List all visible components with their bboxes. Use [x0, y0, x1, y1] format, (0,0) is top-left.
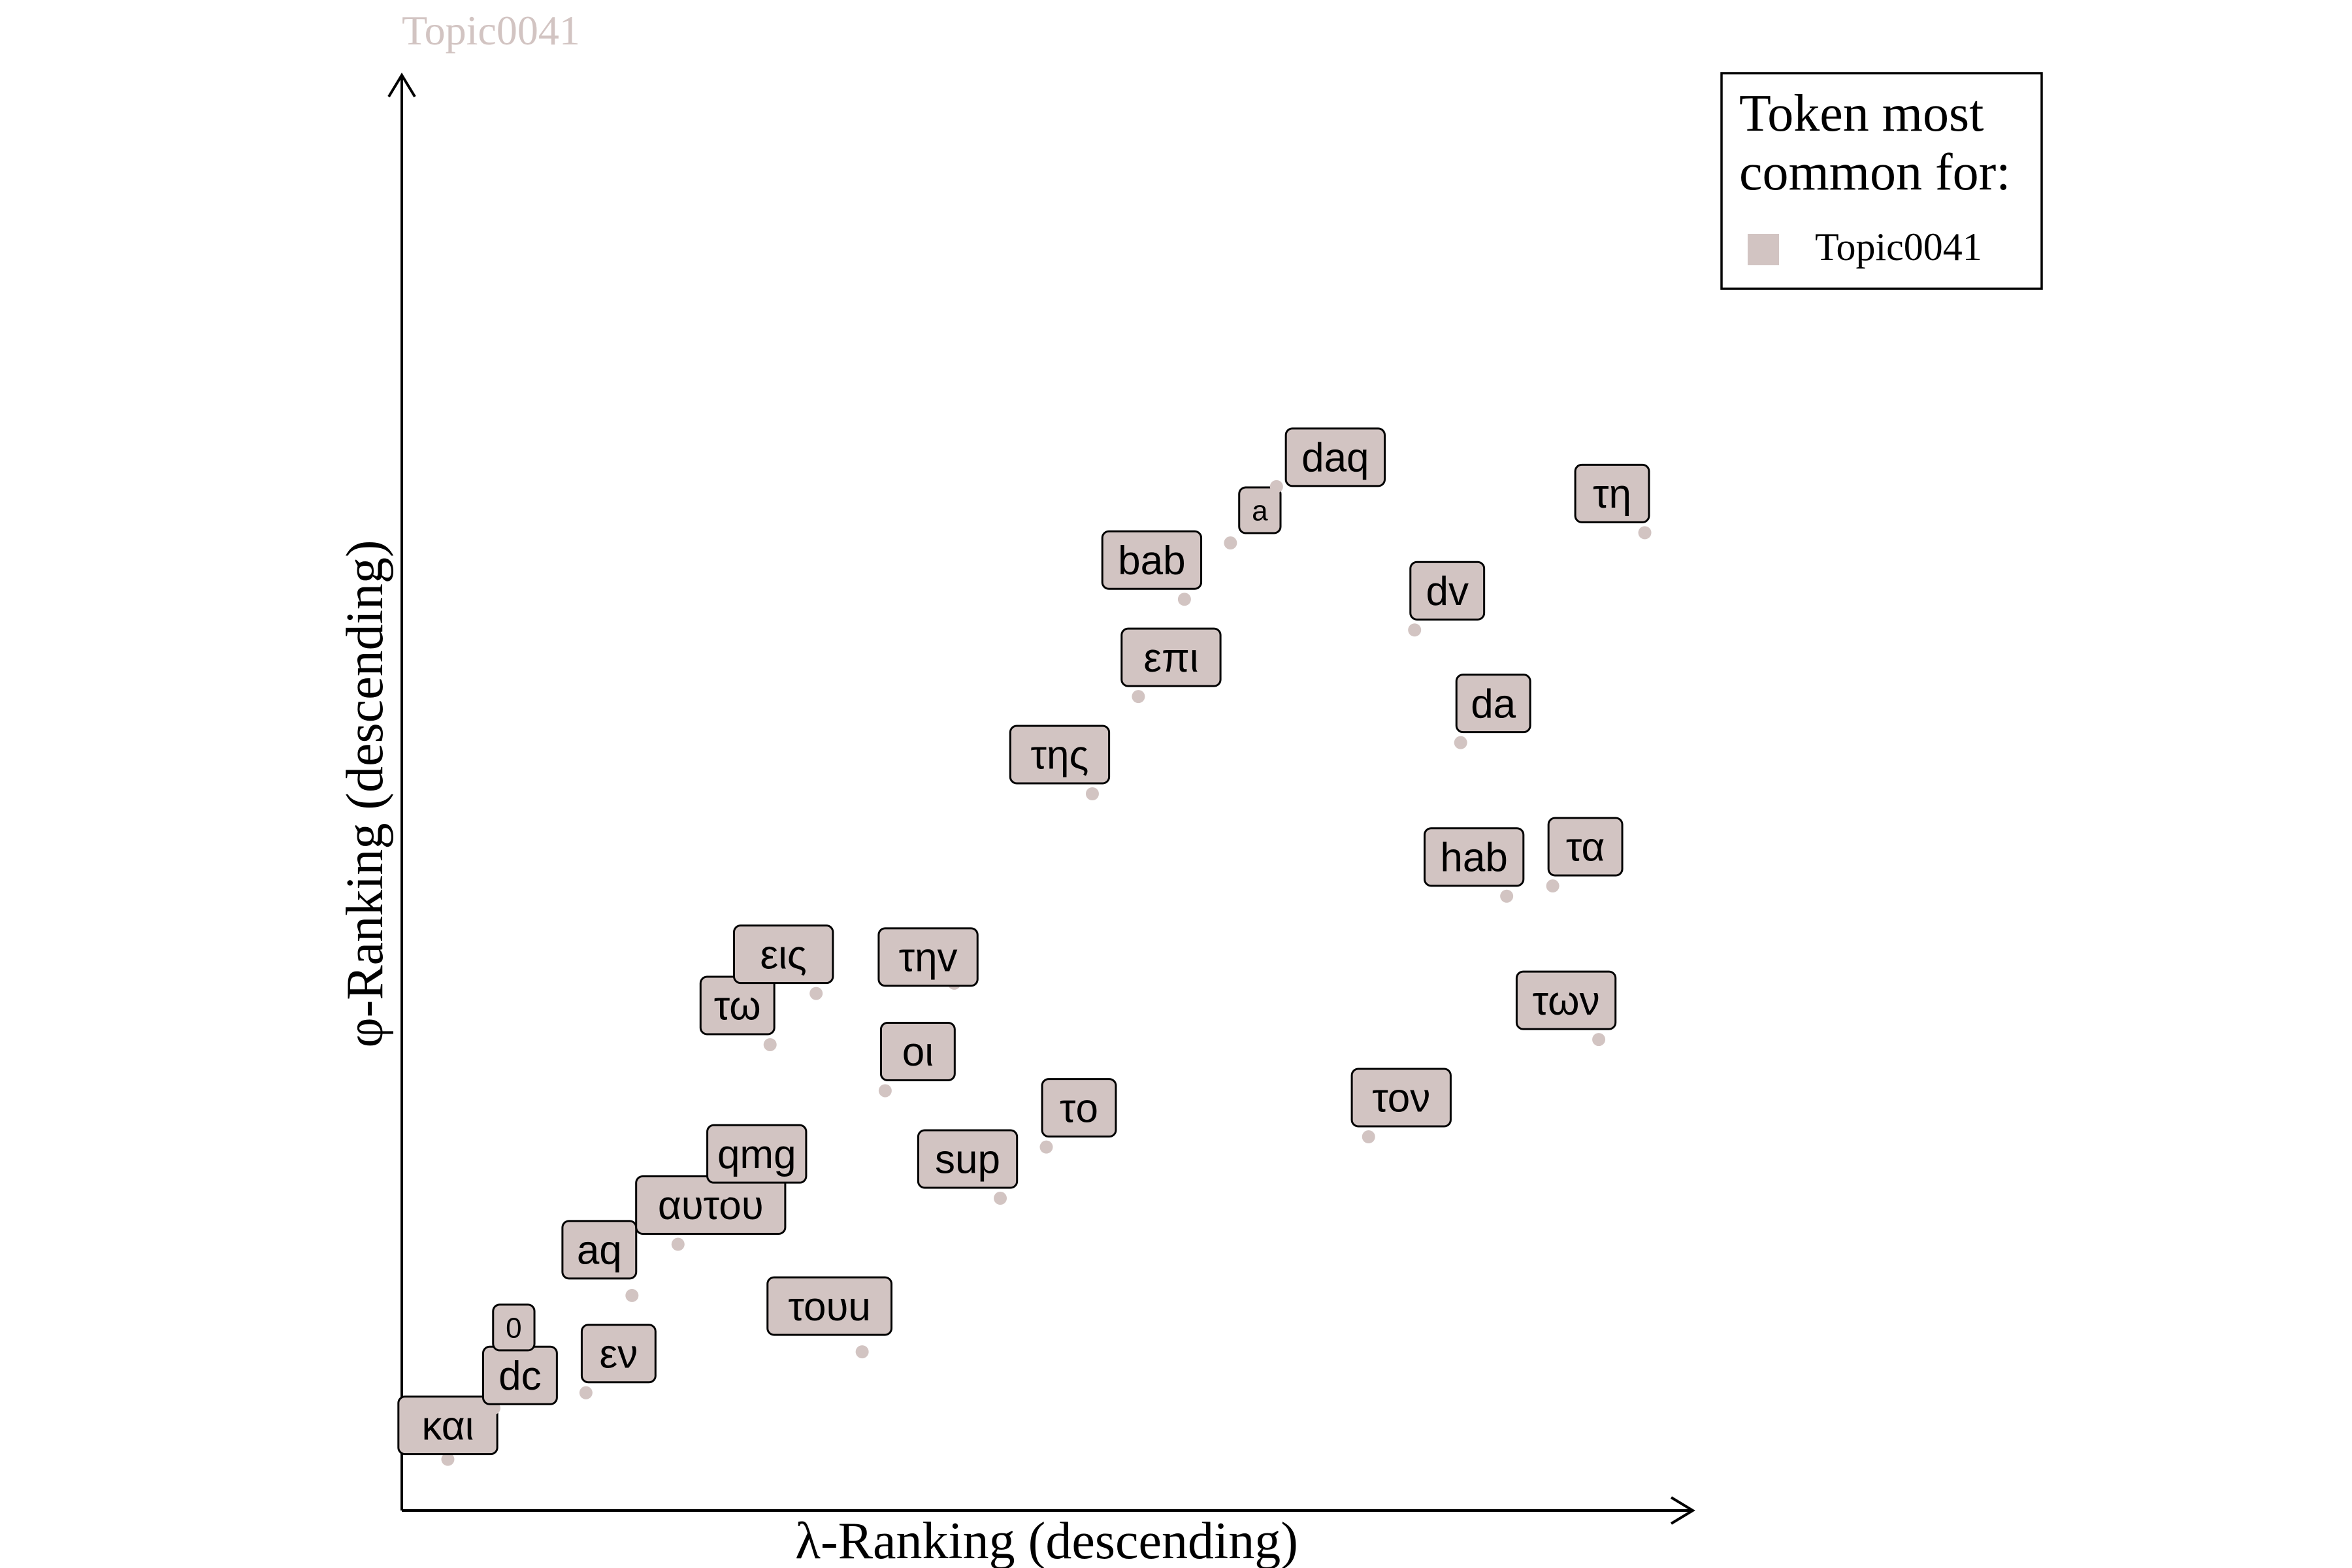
data-label-box-11 [877, 927, 979, 987]
data-label-box-4 [561, 1220, 638, 1280]
data-label-box-15 [1120, 627, 1222, 687]
data-label-box-3 [580, 1324, 657, 1384]
data-point-13 [1085, 787, 1099, 800]
x-axis-arrowhead [1670, 1496, 1695, 1525]
data-label-box-12 [917, 1129, 1019, 1189]
data-label-box-8 [733, 924, 834, 985]
data-point-22 [1500, 889, 1514, 903]
data-label-box-22 [1423, 827, 1525, 887]
data-label-15: επι [1143, 636, 1198, 681]
data-label-6: qmg [717, 1132, 796, 1177]
data-point-16 [1177, 593, 1191, 606]
data-point-8 [809, 987, 823, 1000]
data-label-box-24 [1515, 970, 1617, 1030]
data-label-18: daq [1301, 436, 1369, 481]
data-label-13: της [1031, 733, 1089, 778]
data-label-box-6 [706, 1124, 808, 1184]
data-point-24 [1592, 1033, 1606, 1047]
data-label-3: εν [600, 1331, 638, 1377]
data-point-0 [441, 1452, 455, 1466]
data-label-14: τo [1060, 1086, 1098, 1131]
data-point-17 [1224, 536, 1237, 550]
data-label-box-16 [1101, 530, 1203, 590]
data-point-2 [533, 1350, 547, 1364]
legend-title-line-1: Token most [1739, 85, 1984, 142]
data-point-20 [1408, 623, 1422, 637]
data-label-box-13 [1009, 725, 1111, 785]
data-point-7 [763, 1037, 777, 1051]
data-label-24: των [1533, 979, 1600, 1024]
data-label-10: οι [902, 1030, 934, 1075]
data-label-box-9 [766, 1276, 893, 1336]
data-label-box-21 [1455, 674, 1531, 734]
data-label-12: sup [935, 1137, 1000, 1183]
data-point-5 [671, 1237, 685, 1251]
data-point-3 [579, 1386, 593, 1399]
data-label-box-17 [1238, 486, 1282, 534]
data-label-17: a [1252, 495, 1268, 527]
data-point-12 [994, 1192, 1007, 1205]
data-label-9: τουu [788, 1284, 870, 1330]
data-label-4: aq [577, 1228, 622, 1273]
data-label-box-23 [1547, 817, 1624, 877]
data-point-18 [1269, 480, 1283, 493]
data-label-5: αυτου [658, 1183, 764, 1228]
data-label-box-2 [492, 1303, 536, 1352]
legend-entry-label: Topic0041 [1815, 225, 1982, 269]
data-label-16: bab [1118, 538, 1185, 583]
data-label-21: da [1471, 681, 1516, 727]
y-axis-arrowhead [387, 73, 416, 98]
data-label-1: dc [498, 1354, 541, 1399]
data-point-14 [1039, 1140, 1053, 1154]
data-point-23 [1546, 879, 1560, 893]
data-point-10 [878, 1084, 892, 1098]
data-label-25: τη [1593, 472, 1631, 517]
data-label-20: dv [1426, 569, 1468, 614]
x-axis-label: λ-Ranking (descending) [795, 1512, 1298, 1568]
data-label-8: εις [760, 932, 807, 977]
data-point-4 [625, 1288, 639, 1302]
legend-swatch [1748, 234, 1779, 265]
data-label-box-0 [397, 1396, 498, 1456]
legend: Token most common for: Topic0041 [1720, 72, 2043, 290]
data-label-22: hab [1440, 835, 1507, 880]
chart-title: Topic0041 [402, 7, 580, 54]
data-point-9 [855, 1345, 869, 1359]
data-label-box-14 [1041, 1078, 1117, 1138]
data-label-11: τηv [899, 936, 958, 981]
data-label-box-19 [1350, 1068, 1452, 1128]
data-label-box-20 [1409, 561, 1486, 621]
data-point-21 [1454, 736, 1467, 749]
data-point-19 [1362, 1130, 1375, 1143]
data-label-box-10 [879, 1021, 956, 1081]
y-axis-label: φ-Ranking (descending) [336, 540, 394, 1047]
data-label-2: 0 [506, 1312, 521, 1344]
data-label-0: και [422, 1403, 474, 1448]
data-point-15 [1132, 690, 1145, 704]
data-label-7: τω [714, 984, 761, 1029]
data-label-box-18 [1284, 427, 1386, 487]
data-label-19: τον [1372, 1076, 1430, 1121]
data-label-box-25 [1574, 463, 1650, 523]
data-label-23: τα [1566, 825, 1605, 870]
data-point-25 [1638, 526, 1652, 540]
legend-title-line-2: common for: [1739, 144, 2010, 201]
data-point-6 [717, 1186, 731, 1200]
